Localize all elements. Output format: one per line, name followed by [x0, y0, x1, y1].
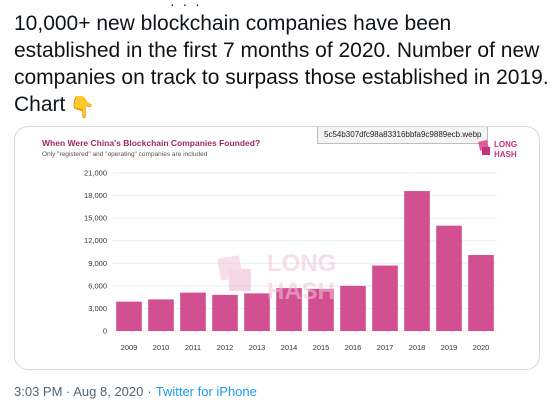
tweet-media-card[interactable]: 0 3,000 6,000 9,000 12,000 15,000 18,000 21,000… [14, 126, 540, 370]
bar-2012 [212, 294, 238, 331]
bar-2016 [340, 285, 366, 331]
tweet-source-link[interactable]: Twitter for iPhone [155, 384, 257, 399]
y-tick-label: 21,000 [84, 169, 107, 178]
bar-chart: 0 3,000 6,000 9,000 12,000 15,000 18,000 21,000… [84, 169, 497, 352]
bar-2019 [436, 225, 462, 331]
x-tick-label: 2015 [313, 343, 330, 352]
x-tick-label: 2018 [409, 343, 426, 352]
y-tick-label: 15,000 [84, 214, 107, 223]
x-tick-label: 2016 [345, 343, 362, 352]
truncated-dots: · · · [170, 0, 202, 12]
x-tick-label: 2012 [217, 343, 234, 352]
bar-2013 [244, 293, 270, 331]
bar-2018 [404, 191, 430, 331]
y-tick-label: 12,000 [84, 236, 107, 245]
y-tick-label: 0 [103, 327, 107, 336]
x-tick-label: 2009 [121, 343, 138, 352]
bar-2011 [180, 292, 206, 331]
longhash-logo: LONG HASH [478, 140, 517, 159]
watermark-text-line1: LONG [267, 250, 336, 277]
filename-tooltip: 5c54b307dfc98a83316bbfa9c9889ecb.webp [317, 127, 489, 144]
y-tick-label: 6,000 [88, 281, 107, 290]
tweet-body: 10,000+ new blockchain companies have be… [14, 12, 549, 116]
logo-text-line1: LONG [494, 140, 517, 149]
bar-2015 [308, 288, 334, 331]
pointing-down-emoji-icon: 👇 [69, 96, 96, 119]
chart-title: When Were China's Blockchain Companies F… [42, 138, 261, 148]
bar-2017 [372, 265, 398, 331]
x-tick-label: 2013 [249, 343, 266, 352]
bar-2020 [468, 255, 494, 331]
x-tick-label: 2011 [185, 343, 201, 352]
y-tick-label: 18,000 [84, 191, 107, 200]
y-tick-label: 3,000 [88, 304, 107, 313]
x-tick-label: 2010 [153, 343, 170, 352]
tweet-timestamp[interactable]: 3:03 PM · Aug 8, 2020 [14, 384, 144, 399]
meta-separator: · [147, 384, 152, 399]
chart-subtitle: Only "registered" and "operating" compan… [42, 151, 208, 158]
tweet-text: 10,000+ new blockchain companies have be… [14, 10, 549, 121]
y-tick-label: 9,000 [88, 259, 107, 268]
x-tick-label: 2019 [441, 343, 458, 352]
logo-text-line2: HASH [494, 150, 517, 159]
bar-2010 [148, 299, 174, 331]
x-tick-label: 2020 [473, 343, 490, 352]
bar-2014 [276, 288, 302, 331]
watermark-text-line2: HASH [267, 278, 335, 305]
x-tick-label: 2014 [281, 343, 298, 352]
x-tick-label: 2017 [377, 343, 394, 352]
longhash-watermark: LONG HASH [217, 250, 336, 305]
tweet-meta: 3:03 PM · Aug 8, 2020 · Twitter for iPhone [14, 384, 257, 399]
bar-2009 [116, 301, 142, 331]
